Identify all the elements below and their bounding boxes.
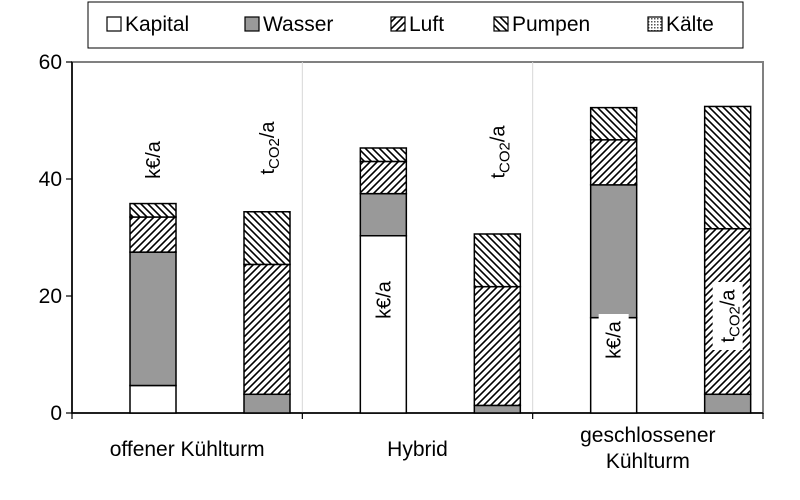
bar-segment-pumpen	[243, 211, 291, 266]
bar-segment-luft	[243, 263, 291, 396]
bar-label-bg	[368, 274, 399, 326]
bar-label-keur: k€/a	[143, 140, 165, 179]
category-label-offener-kuehlturm: offener Kühlturm	[110, 438, 265, 461]
bar-segment-luft	[473, 285, 522, 407]
bar-label-tco2: tCO2/a	[718, 289, 744, 343]
bar-segment-wasser	[129, 251, 177, 387]
legend-swatch-kapital	[106, 16, 122, 32]
bar-segment-luft	[589, 139, 638, 186]
bar-label-bg	[598, 314, 629, 366]
bar-labels: k€/a tCO2/a k€/a tCO2/a k€/a tCO2/a	[143, 121, 744, 366]
y-tick-label: 20	[39, 285, 62, 308]
bar-label-tco2: tCO2/a	[487, 125, 513, 179]
x-axis-labels: offener Kühlturm Hybrid geschlossener Kühlt…	[110, 424, 716, 473]
bar-segment-luft	[129, 216, 177, 253]
category-label-hybrid: Hybrid	[387, 438, 448, 461]
legend: Kapital Wasser Luft Pumpen Kälte	[87, 1, 744, 49]
bar-segment-pumpen	[129, 202, 177, 218]
y-tick-label: 40	[39, 168, 62, 191]
legend-label-kaelte: Kälte	[666, 13, 714, 36]
bar-label-bg	[712, 282, 743, 350]
legend-swatch-luft	[390, 16, 406, 32]
bar-segment-wasser	[359, 192, 408, 237]
bar-segment-pumpen	[589, 106, 638, 141]
bar-segment-kapital	[129, 384, 177, 414]
y-tick-label: 0	[50, 402, 62, 425]
legend-swatch-pumpen	[493, 16, 509, 32]
category-label-geschlossener-kuehlturm: geschlossener Kühlturm	[580, 424, 715, 473]
bar-segment-wasser	[243, 393, 291, 414]
bars	[129, 105, 752, 414]
bar-label-keur: k€/a	[373, 280, 395, 319]
bar-segment-wasser	[703, 393, 752, 414]
y-axis: 0 20 40 60	[39, 51, 73, 425]
legend-label-luft: Luft	[409, 13, 444, 36]
bar-segment-wasser	[473, 404, 522, 414]
bar-segment-pumpen	[359, 147, 408, 163]
legend-swatch-kaelte	[647, 16, 663, 32]
bar-label-keur: k€/a	[604, 320, 626, 359]
y-tick-label: 60	[39, 51, 62, 74]
legend-label-wasser: Wasser	[263, 13, 333, 36]
bar-label-tco2: tCO2/a	[257, 121, 283, 175]
bar-segment-wasser	[589, 184, 638, 319]
legend-swatch-wasser	[244, 16, 260, 32]
bar-segment-pumpen	[473, 233, 522, 288]
legend-label-kapital: Kapital	[125, 13, 189, 36]
legend-box	[87, 1, 744, 49]
legend-label-pumpen: Pumpen	[512, 13, 590, 36]
bar-segment-luft	[359, 160, 408, 195]
bar-segment-pumpen	[703, 105, 752, 230]
